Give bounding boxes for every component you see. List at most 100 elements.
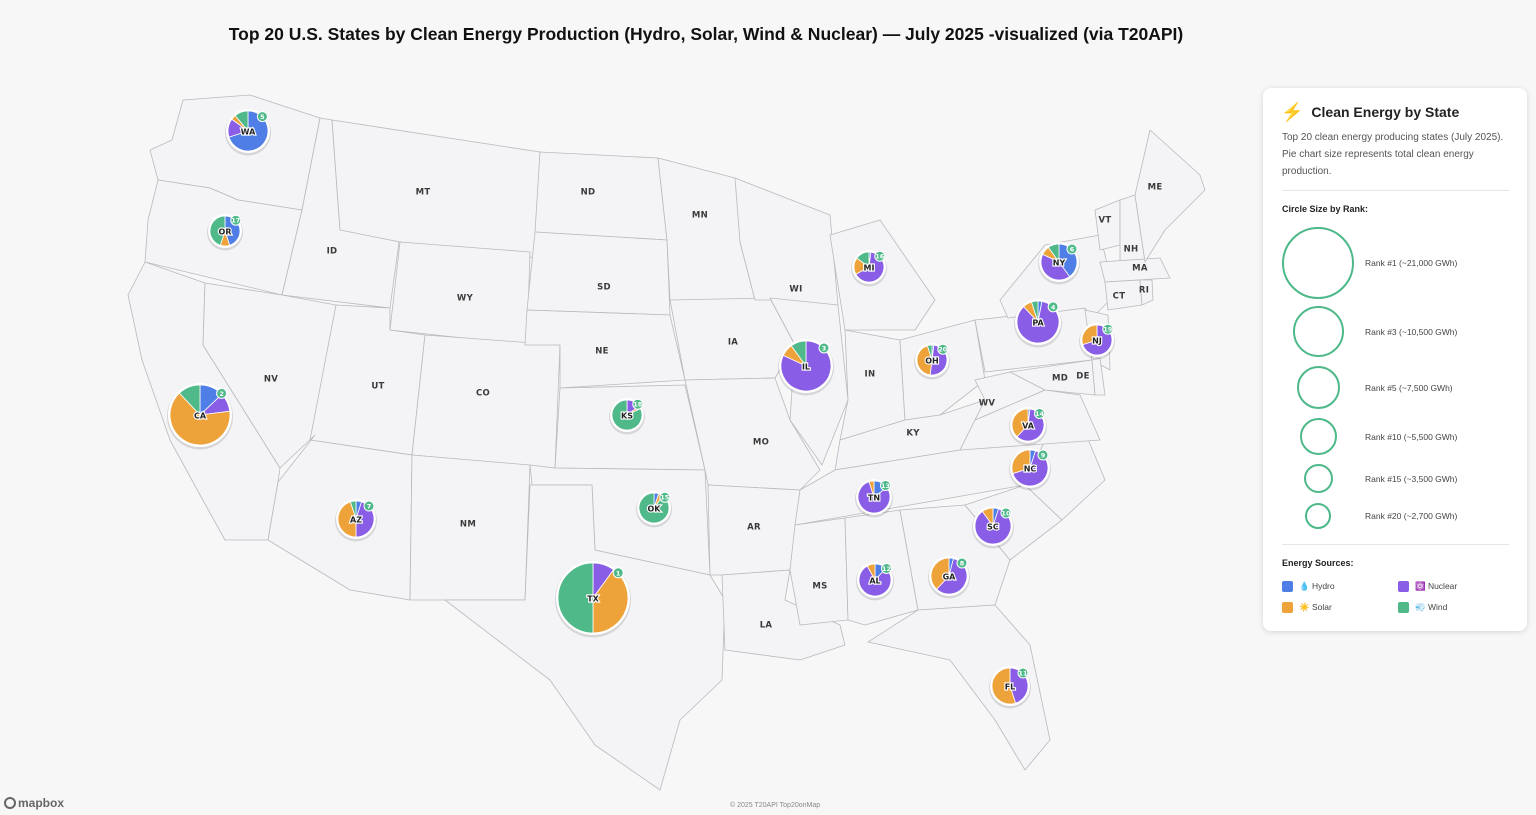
state-fl bbox=[867, 604, 1051, 771]
state-shapes bbox=[127, 94, 1206, 791]
rank-badge bbox=[1000, 507, 1012, 519]
state-label-nv: NV bbox=[264, 375, 278, 385]
rank-badge-number: 9 bbox=[1041, 452, 1046, 460]
rank-badge-number: 15 bbox=[660, 494, 670, 502]
state-label-mo: MO bbox=[753, 438, 769, 448]
pie-marker-wa[interactable]: WA 5 bbox=[225, 109, 271, 156]
lightning-bolt-icon: ⚡ bbox=[1281, 102, 1304, 122]
size-ring bbox=[1299, 418, 1337, 455]
pie-slice-wind bbox=[856, 251, 870, 268]
rank-badge bbox=[1066, 243, 1078, 255]
pie-slice-nuclear bbox=[857, 481, 891, 514]
pie-slice-solar bbox=[930, 557, 950, 590]
rank-badge-number: 18 bbox=[633, 401, 643, 409]
size-legend-item: Rank #3 (~10,500 GWh) bbox=[1282, 306, 1512, 357]
pie-state-label: GA bbox=[943, 573, 957, 582]
rank-badge bbox=[216, 387, 228, 399]
map-attribution[interactable]: © 2025 T20API Top20onMap bbox=[730, 802, 821, 809]
rank-badge-number: 7 bbox=[367, 503, 372, 511]
rank-badge bbox=[363, 500, 375, 512]
state-label-ia: IA bbox=[728, 338, 738, 348]
pie-state-label: SC bbox=[987, 523, 999, 532]
state-label-md: MD bbox=[1052, 374, 1068, 384]
pie-state-label: OR bbox=[219, 228, 232, 237]
rank-badge-number: 5 bbox=[260, 113, 265, 121]
panel-header: ⚡ Clean Energy by State bbox=[1281, 102, 1459, 122]
pie-marker-tx[interactable]: TX 1 bbox=[555, 561, 631, 638]
pie-state-label: AL bbox=[869, 577, 880, 586]
state-label-nd: ND bbox=[581, 188, 596, 198]
rank-badge-number: 12 bbox=[882, 565, 891, 573]
pie-marker-ga[interactable]: GA8 bbox=[928, 556, 970, 599]
pie-slice-wind bbox=[209, 215, 226, 246]
state-label-wy: WY bbox=[457, 294, 474, 304]
legend-label: ⚛️ Nuclear bbox=[1415, 581, 1458, 591]
pie-slice-solar bbox=[337, 501, 357, 538]
state-label-ut: UT bbox=[371, 382, 384, 392]
state-label-wi: WI bbox=[789, 285, 802, 295]
atom-icon bbox=[1398, 581, 1409, 592]
pie-marker-oh[interactable]: OH 20 bbox=[914, 343, 950, 380]
rank-badge-number: 14 bbox=[1035, 410, 1045, 418]
state-co bbox=[411, 334, 561, 469]
rank-badge bbox=[612, 567, 624, 579]
size-ring bbox=[1292, 306, 1344, 357]
state-tx bbox=[444, 484, 726, 791]
rank-badge bbox=[881, 562, 893, 574]
rank-badge-number: 2 bbox=[219, 390, 224, 398]
rank-badge bbox=[956, 557, 968, 569]
rank-badge-number: 20 bbox=[938, 346, 948, 354]
pie-marker-ny[interactable]: NY 6 bbox=[1038, 242, 1080, 285]
pie-marker-ca[interactable]: CA 2 bbox=[167, 383, 233, 450]
pie-marker-or[interactable]: OR 17 bbox=[207, 214, 243, 251]
rank-badge bbox=[230, 214, 242, 226]
pie-marker-il[interactable]: IL 3 bbox=[778, 339, 834, 396]
pie-marker-pa[interactable]: PA 4 bbox=[1014, 299, 1062, 348]
rank-badge bbox=[659, 491, 671, 503]
state-label-ms: MS bbox=[812, 582, 827, 592]
state-nd bbox=[534, 151, 668, 241]
pie-state-label: NJ bbox=[1092, 337, 1102, 346]
legend-label: 💧 Hydro bbox=[1299, 581, 1335, 591]
pie-state-label: OH bbox=[925, 357, 939, 366]
pie-marker-nc[interactable]: NC 9 bbox=[1009, 448, 1051, 491]
state-label-ma: MA bbox=[1132, 264, 1148, 274]
state-label-ar: AR bbox=[747, 523, 761, 533]
pie-slice-wind bbox=[349, 500, 357, 520]
legend-item-solar: ☀️ Solar bbox=[1282, 602, 1332, 613]
pie-state-label: VA bbox=[1022, 422, 1035, 431]
rank-badge bbox=[874, 250, 886, 262]
pie-slice-solar bbox=[981, 507, 994, 528]
pie-marker-az[interactable]: AZ 7 bbox=[335, 499, 377, 542]
pie-state-label: WA bbox=[241, 128, 256, 137]
rank-badge bbox=[1102, 323, 1114, 335]
pie-slice-wind bbox=[178, 384, 201, 417]
pie-state-label: PA bbox=[1032, 319, 1044, 328]
pie-state-label: TN bbox=[868, 494, 880, 503]
rank-badge bbox=[632, 398, 644, 410]
pie-state-label: AZ bbox=[350, 516, 362, 525]
size-legend-item: Rank #10 (~5,500 GWh) bbox=[1282, 418, 1512, 455]
pie-state-label: NC bbox=[1024, 465, 1037, 474]
size-legend-heading: Circle Size by Rank: bbox=[1282, 204, 1369, 214]
mapbox-icon bbox=[4, 797, 16, 809]
state-de bbox=[1091, 357, 1106, 396]
state-label-mn: MN bbox=[692, 211, 708, 221]
mapbox-logo-text: mapbox bbox=[18, 796, 65, 810]
droplet-icon bbox=[1282, 581, 1293, 592]
state-label-wv: WV bbox=[979, 399, 996, 409]
mapbox-logo[interactable]: mapbox bbox=[4, 796, 64, 810]
pie-slice-wind bbox=[1047, 243, 1060, 264]
pie-marker-ok[interactable]: OK 15 bbox=[636, 491, 672, 528]
pie-slice-wind bbox=[234, 110, 249, 133]
pie-state-label: NY bbox=[1053, 259, 1066, 268]
